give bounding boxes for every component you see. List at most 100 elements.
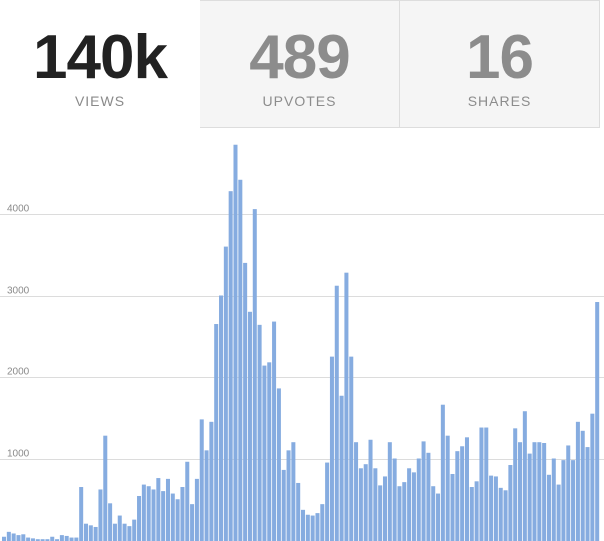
chart-bar <box>344 272 349 541</box>
chart-bar <box>132 519 137 541</box>
chart-bar <box>11 533 16 541</box>
chart-bar <box>489 475 494 541</box>
chart-bar <box>233 144 238 541</box>
chart-bar <box>228 191 233 541</box>
y-tick-label: 1000 <box>7 449 30 460</box>
chart-bar <box>546 474 551 541</box>
chart-bar <box>243 262 248 541</box>
chart-bar <box>320 504 325 541</box>
chart-bar <box>537 442 542 541</box>
chart-bar <box>416 458 421 541</box>
chart-bar <box>566 445 571 541</box>
chart-bar <box>595 302 600 541</box>
chart-bar <box>503 490 508 541</box>
chart-bar <box>190 504 195 541</box>
chart-bar <box>151 489 156 541</box>
chart-bar <box>296 482 301 541</box>
chart-bar <box>445 435 450 541</box>
chart-bar <box>103 435 108 541</box>
chart-bar <box>542 443 547 541</box>
chart-tick-labels: 1000 2000 3000 4000 <box>7 204 30 460</box>
chart-bar <box>55 539 60 541</box>
chart-bar <box>161 491 166 541</box>
chart-bar <box>436 493 441 541</box>
chart-bar <box>214 324 219 541</box>
chart-bar <box>421 441 426 541</box>
chart-bar <box>209 421 214 541</box>
chart-bar <box>219 295 224 541</box>
chart-bar <box>223 246 228 541</box>
chart-bar <box>513 428 518 541</box>
chart-bar <box>175 499 180 541</box>
chart-bar <box>59 535 64 541</box>
chart-bar <box>262 365 267 541</box>
chart-bars <box>2 144 600 541</box>
chart-bar <box>108 503 113 541</box>
chart-bar <box>204 450 209 541</box>
chart-bar <box>69 537 74 541</box>
chart-bar <box>83 523 88 541</box>
chart-bar <box>165 478 170 541</box>
chart-bar <box>368 439 373 541</box>
chart-bar <box>580 430 585 541</box>
chart-bar <box>45 539 50 541</box>
chart-bar <box>247 311 252 541</box>
chart-bar <box>276 388 281 541</box>
chart-bar <box>88 525 93 541</box>
chart-bar <box>93 526 98 541</box>
chart-bar <box>464 437 469 541</box>
chart-bar <box>199 419 204 541</box>
stat-tab-shares[interactable]: 16 SHARES <box>400 0 600 128</box>
chart-bar <box>378 485 383 541</box>
chart-bar <box>127 526 132 541</box>
views-label: VIEWS <box>74 93 126 109</box>
chart-bar <box>556 484 561 541</box>
chart-bar <box>508 465 513 541</box>
chart-bar <box>141 484 146 541</box>
chart-bar <box>185 461 190 541</box>
chart-bar <box>117 515 122 541</box>
chart-bar <box>469 487 474 541</box>
chart-bar <box>474 481 479 541</box>
chart-bar <box>146 486 151 541</box>
chart-bar <box>272 321 277 541</box>
chart-bar <box>450 473 455 541</box>
views-bar-chart: 1000 2000 3000 4000 <box>0 144 604 541</box>
chart-bar <box>498 487 503 541</box>
chart-bar <box>585 447 590 541</box>
chart-bar <box>349 356 354 541</box>
chart-grid <box>0 214 604 460</box>
chart-bar <box>112 523 117 541</box>
chart-bar <box>301 509 306 541</box>
chart-bar <box>180 487 185 541</box>
stat-tab-upvotes[interactable]: 489 UPVOTES <box>200 0 400 128</box>
chart-bar <box>522 411 527 541</box>
chart-bar <box>363 464 368 541</box>
chart-bar <box>137 495 142 541</box>
chart-bar <box>561 460 566 541</box>
shares-count: 16 <box>466 23 534 92</box>
chart-bar <box>397 486 402 541</box>
chart-bar <box>440 404 445 541</box>
chart-bar <box>484 427 489 541</box>
chart-bar <box>329 356 334 541</box>
stat-tab-views[interactable]: 140k VIEWS <box>0 0 200 128</box>
chart-bar <box>170 493 175 541</box>
chart-bar <box>325 462 330 541</box>
chart-bar <box>194 478 199 541</box>
chart-bar <box>411 472 416 541</box>
chart-bar <box>98 489 103 541</box>
chart-bar <box>64 535 69 541</box>
upvotes-label: UPVOTES <box>262 93 337 109</box>
chart-bar <box>281 469 286 541</box>
chart-bar <box>40 539 45 541</box>
chart-bar <box>267 362 272 541</box>
chart-bar <box>35 539 40 541</box>
chart-bar <box>286 450 291 541</box>
chart-bar <box>305 514 310 541</box>
chart-bar <box>532 442 537 541</box>
chart-bar <box>315 513 320 541</box>
chart-bar <box>392 458 397 541</box>
chart-bar <box>407 468 412 541</box>
y-tick-label: 4000 <box>7 204 30 215</box>
